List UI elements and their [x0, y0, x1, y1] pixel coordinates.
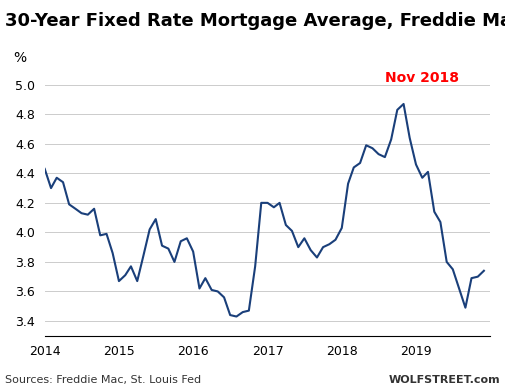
Text: Sources: Freddie Mac, St. Louis Fed: Sources: Freddie Mac, St. Louis Fed — [5, 375, 201, 385]
Text: Nov 2018: Nov 2018 — [385, 71, 459, 85]
Text: %: % — [14, 51, 27, 65]
Text: 30-Year Fixed Rate Mortgage Average, Freddie Mac: 30-Year Fixed Rate Mortgage Average, Fre… — [5, 12, 505, 30]
Text: WOLFSTREET.com: WOLFSTREET.com — [388, 375, 500, 385]
